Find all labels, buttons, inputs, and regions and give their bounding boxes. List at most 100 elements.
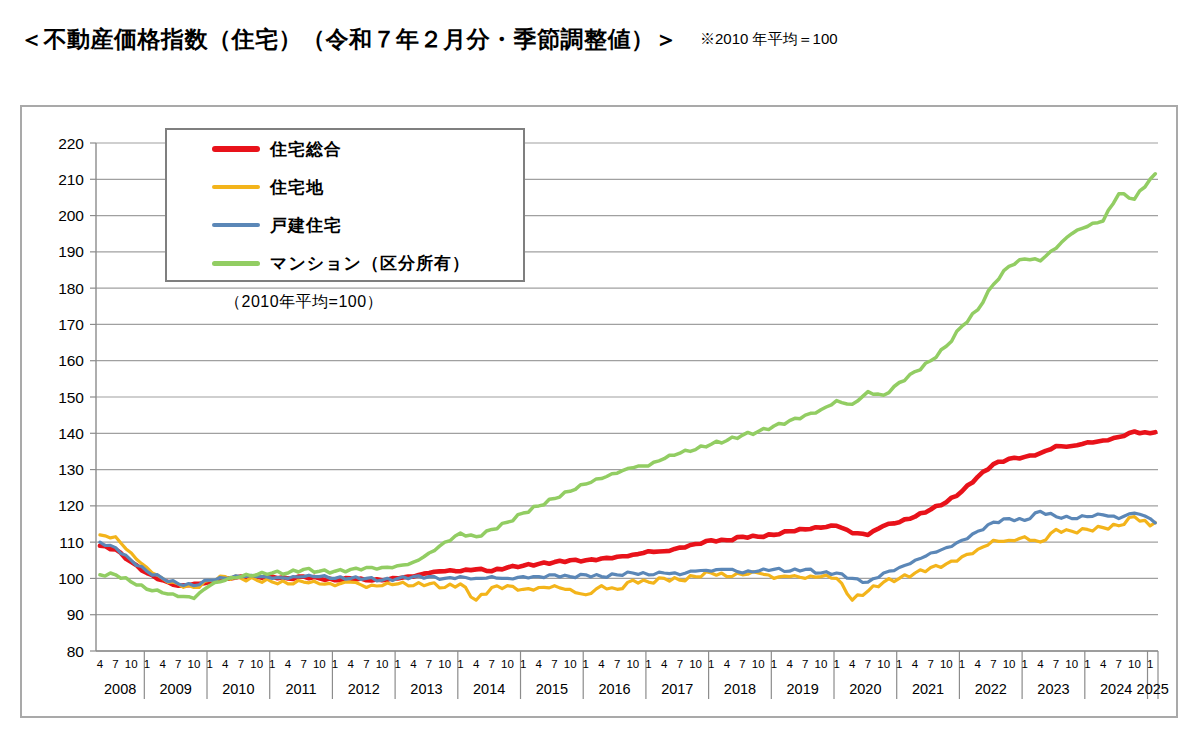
svg-text:10: 10 [1128,658,1141,670]
svg-text:1: 1 [833,658,839,670]
svg-text:7: 7 [1116,658,1122,670]
svg-text:2016: 2016 [598,681,630,697]
svg-text:4: 4 [473,658,480,670]
legend-line-swatch [212,261,260,266]
svg-text:4: 4 [347,658,354,670]
svg-text:10: 10 [438,658,451,670]
svg-text:4: 4 [912,658,919,670]
svg-text:7: 7 [802,658,808,670]
svg-text:4: 4 [97,658,104,670]
svg-text:90: 90 [67,606,85,623]
svg-text:10: 10 [188,658,201,670]
svg-text:2019: 2019 [787,681,819,697]
svg-text:7: 7 [238,658,244,670]
svg-text:80: 80 [67,643,85,660]
x-month-labels: 4710147101471014710147101471014710147101… [97,658,1154,670]
svg-text:7: 7 [927,658,933,670]
svg-text:170: 170 [58,316,84,333]
svg-text:7: 7 [865,658,871,670]
svg-text:190: 190 [58,243,84,260]
svg-text:4: 4 [410,658,417,670]
svg-text:10: 10 [1003,658,1016,670]
svg-text:7: 7 [551,658,557,670]
svg-text:1: 1 [583,658,589,670]
legend-line-swatch [212,146,260,152]
svg-text:1: 1 [645,658,651,670]
svg-text:150: 150 [58,389,84,406]
svg-text:1: 1 [395,658,401,670]
legend-item: 住宅地 [167,168,523,206]
svg-text:10: 10 [501,658,514,670]
svg-text:10: 10 [877,658,890,670]
svg-text:2013: 2013 [410,681,442,697]
svg-text:7: 7 [677,658,683,670]
svg-text:4: 4 [786,658,793,670]
svg-text:2009: 2009 [160,681,192,697]
svg-text:1: 1 [1084,658,1090,670]
svg-text:200: 200 [58,207,84,224]
svg-text:120: 120 [58,497,84,514]
svg-text:2010: 2010 [222,681,254,697]
legend-line-swatch [212,223,260,228]
y-axis-labels: 8090100110120130140150160170180190200210… [58,135,84,660]
svg-text:1: 1 [332,658,338,670]
svg-text:1: 1 [457,658,463,670]
svg-text:1: 1 [206,658,212,670]
svg-text:2014: 2014 [473,681,505,697]
legend-line-swatch [212,185,260,190]
legend-item: マンション（区分所有） [167,244,523,282]
svg-text:7: 7 [426,658,432,670]
legend-item-label: マンション（区分所有） [270,252,470,275]
svg-text:130: 130 [58,461,84,478]
svg-text:2012: 2012 [348,681,380,697]
svg-text:1: 1 [144,658,150,670]
legend-item-label: 住宅地 [270,176,324,199]
svg-text:210: 210 [58,171,84,188]
legend-item-label: 住宅総合 [270,138,342,161]
svg-text:1: 1 [896,658,902,670]
svg-text:140: 140 [58,425,84,442]
svg-text:4: 4 [849,658,856,670]
svg-text:100: 100 [58,570,84,587]
svg-text:4: 4 [536,658,543,670]
svg-text:1: 1 [1147,658,1153,670]
svg-text:1: 1 [269,658,275,670]
svg-text:7: 7 [614,658,620,670]
svg-text:2011: 2011 [285,681,316,697]
legend-item: 戸建住宅 [167,206,523,244]
legend-item: 住宅総合 [167,130,523,168]
svg-text:2025: 2025 [1137,681,1169,697]
svg-text:4: 4 [285,658,292,670]
svg-text:4: 4 [1100,658,1107,670]
svg-text:10: 10 [689,658,702,670]
page: ＜不動産価格指数（住宅）（令和７年２月分・季節調整値）＞※2010 年平均＝10… [0,0,1200,735]
svg-text:4: 4 [159,658,166,670]
svg-text:10: 10 [940,658,953,670]
svg-text:10: 10 [250,658,263,670]
svg-text:10: 10 [376,658,389,670]
svg-text:1: 1 [1022,658,1028,670]
svg-text:7: 7 [990,658,996,670]
svg-text:2023: 2023 [1037,681,1069,697]
svg-text:4: 4 [1037,658,1044,670]
svg-text:7: 7 [739,658,745,670]
legend: 住宅総合住宅地戸建住宅マンション（区分所有） [165,128,525,282]
svg-text:2017: 2017 [661,681,693,697]
svg-text:1: 1 [959,658,965,670]
svg-text:2020: 2020 [849,681,881,697]
svg-text:10: 10 [313,658,326,670]
svg-text:10: 10 [125,658,138,670]
svg-text:10: 10 [752,658,765,670]
legend-item-label: 戸建住宅 [270,214,342,237]
svg-text:1: 1 [520,658,526,670]
svg-text:10: 10 [626,658,639,670]
page-title: ＜不動産価格指数（住宅）（令和７年２月分・季節調整値）＞ [20,24,678,55]
svg-text:7: 7 [112,658,118,670]
svg-text:2015: 2015 [536,681,568,697]
svg-text:4: 4 [598,658,605,670]
svg-text:4: 4 [661,658,668,670]
svg-text:1: 1 [708,658,714,670]
svg-text:220: 220 [58,135,84,152]
svg-text:180: 180 [58,280,84,297]
svg-text:7: 7 [489,658,495,670]
